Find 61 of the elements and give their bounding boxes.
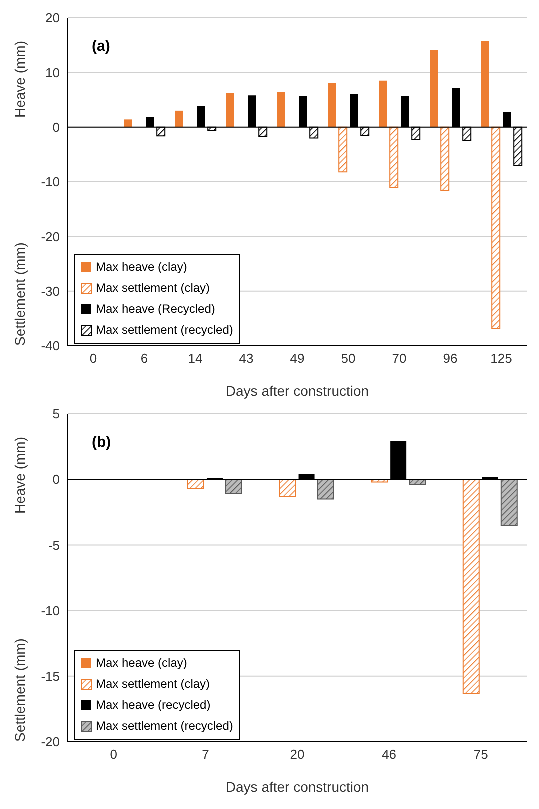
bar xyxy=(481,42,490,128)
x-tick-label: 50 xyxy=(341,351,356,366)
y-tick-label: -40 xyxy=(41,338,60,354)
legend-label: Max heave (recycled) xyxy=(96,697,211,714)
legend-label: Max heave (Recycled) xyxy=(96,301,216,318)
bar xyxy=(338,126,348,173)
bar xyxy=(328,83,336,128)
bar xyxy=(462,479,480,694)
y-tick-label: 0 xyxy=(52,120,60,135)
y-tick-label: 0 xyxy=(52,472,60,488)
x-tick-label: 7 xyxy=(202,747,210,762)
bar xyxy=(440,126,450,192)
x-tick-label: 75 xyxy=(474,747,488,762)
y-tick-label: -10 xyxy=(41,603,60,618)
bar xyxy=(379,80,388,128)
bar xyxy=(317,479,334,500)
y-axis-title: Settlement (mm) xyxy=(12,242,28,346)
bar xyxy=(124,120,132,128)
legend-label: Max settlement (clay) xyxy=(96,676,210,693)
legend-label: Max heave (clay) xyxy=(96,259,188,276)
text: Heave (mm) xyxy=(12,40,28,118)
bar xyxy=(390,126,399,189)
x-tick-label: 125 xyxy=(490,351,512,366)
y-tick-label: -5 xyxy=(48,538,60,553)
bar xyxy=(187,479,204,490)
y-tick-label: 5 xyxy=(52,406,60,422)
y-tick-label: -20 xyxy=(41,229,60,244)
y-tick-label: 20 xyxy=(46,10,60,26)
y-tick-label: -20 xyxy=(41,734,60,750)
bar xyxy=(225,479,242,495)
y-tick-label: -30 xyxy=(41,284,60,299)
x-tick-label: 0 xyxy=(90,351,98,366)
annotation: (b) xyxy=(92,434,112,451)
bar xyxy=(175,110,184,128)
x-axis-title: Days after construction xyxy=(226,383,370,399)
x-tick-label: 14 xyxy=(188,351,203,366)
x-tick-label: 6 xyxy=(140,351,148,366)
legend-label: Max settlement (recycled) xyxy=(96,718,234,735)
y-tick-label: 10 xyxy=(46,65,60,80)
annotation: (a) xyxy=(92,38,110,55)
x-tick-label: 0 xyxy=(110,747,118,762)
x-axis-title: Days after construction xyxy=(226,779,370,795)
legend-label: Max settlement (recycled) xyxy=(96,322,234,339)
bar xyxy=(277,92,286,128)
legend-label: Max settlement (clay) xyxy=(96,280,210,297)
x-tick-label: 43 xyxy=(239,351,254,366)
y-tick-label: -10 xyxy=(41,174,60,190)
bar xyxy=(226,93,234,128)
x-tick-label: 46 xyxy=(382,747,397,762)
y-tick-label: -15 xyxy=(41,669,60,684)
y-axis-title: Settlement (mm) xyxy=(12,638,28,742)
x-tick-label: 20 xyxy=(290,747,305,762)
bar xyxy=(279,479,296,498)
text: Heave (mm) xyxy=(12,436,28,514)
bar xyxy=(500,479,518,526)
x-tick-label: 96 xyxy=(443,351,458,366)
bar xyxy=(492,126,501,330)
bar xyxy=(430,50,438,128)
x-tick-label: 70 xyxy=(392,351,407,366)
legend-label: Max heave (clay) xyxy=(96,655,188,672)
x-tick-label: 49 xyxy=(290,351,305,366)
